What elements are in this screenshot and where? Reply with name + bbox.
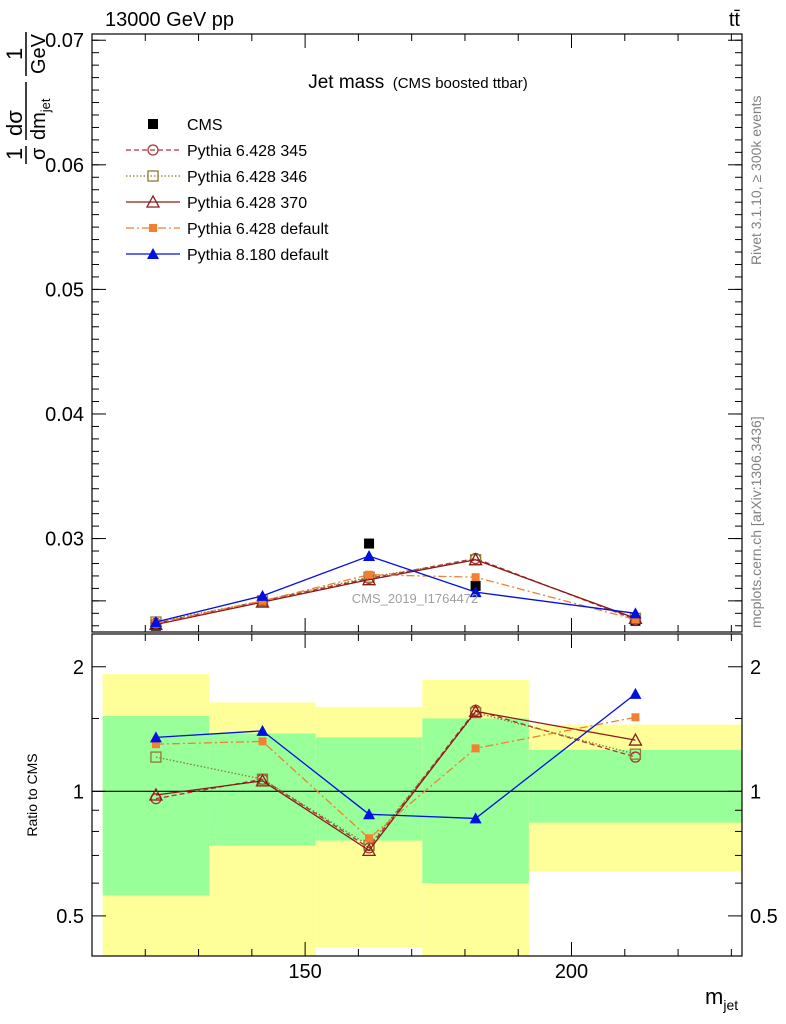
main-point-p8def-0 [149, 616, 162, 628]
ratio-ytick-label-right-0: 0.5 [750, 906, 778, 928]
ratio-point-p370-2 [361, 843, 377, 857]
ratio-ytick-label-left-2: 2 [73, 657, 84, 679]
main-point-p6def-4 [631, 615, 640, 624]
main-ytick-label-3: 0.06 [45, 155, 84, 177]
ratio-point-p8def-3 [469, 812, 482, 824]
ratio-point-p370-0 [148, 787, 164, 801]
main-point-p370-2 [361, 572, 377, 586]
main-ytick-label-0: 0.03 [45, 529, 84, 551]
ratio-ytick-label-right-2: 2 [750, 657, 761, 679]
legend-marker-cms [148, 119, 158, 129]
ratio-point-p6def-4 [631, 713, 640, 722]
svg-text:GeV: GeV [28, 33, 50, 74]
source-label: mcplots.cern.ch [arXiv:1306.3436] [748, 416, 764, 628]
ratio-point-p370-3 [468, 704, 483, 718]
ratio-point-p346-4 [629, 748, 642, 760]
ratio-xtick-label-0: 150 [288, 961, 321, 983]
ratio-point-p6def-3 [471, 744, 480, 753]
main-point-p6def-2 [365, 570, 374, 579]
main-point-p8def-4 [629, 607, 642, 619]
chart-subtitle: (CMS boosted ttbar) [393, 75, 528, 92]
ratio-point-p8def-4 [629, 687, 642, 699]
main-ytick-label-2: 0.05 [45, 279, 84, 301]
svg-text:σ: σ [28, 147, 50, 160]
legend-marker-p346 [147, 170, 159, 182]
ratio-frame [91, 633, 743, 957]
main-line-p8def [155, 555, 636, 623]
legend-label-p6def: Pythia 6.428 default [187, 221, 329, 238]
ratio-ylabel: Ratio to CMS [24, 753, 40, 836]
ratio-line-p6def [155, 716, 636, 840]
ratio-point-p370-1 [255, 773, 270, 787]
ratio-series-layer [148, 687, 643, 857]
legend-marker-p6def [149, 224, 157, 232]
main-ytick-label-1: 0.04 [45, 404, 84, 426]
svg-text:dσ: dσ [2, 110, 27, 136]
band-inner-4 [528, 749, 742, 823]
legend-label-p346: Pythia 6.428 346 [187, 169, 307, 186]
ratio-point-p6def-2 [365, 834, 374, 843]
band-inner-1 [209, 733, 316, 846]
ratio-uncertainty-bands [102, 674, 742, 956]
process-label: tt̄ [729, 9, 741, 31]
legend-marker-p370 [145, 194, 161, 208]
chart-title: Jet mass [308, 72, 384, 93]
x-axis-label: mjet [705, 984, 738, 1013]
svg-text:1: 1 [2, 148, 27, 160]
band-inner-2 [315, 737, 423, 841]
main-point-cms-3 [470, 580, 481, 591]
ratio-point-p8def-0 [149, 731, 162, 743]
chart-title-group: Jet mass (CMS boosted ttbar) [308, 72, 528, 93]
legend-label-cms: CMS [187, 117, 223, 134]
main-point-p8def-1 [256, 589, 269, 601]
legend-marker-p8def [147, 248, 159, 259]
svg-text:1: 1 [2, 48, 27, 60]
legend-label-p8def: Pythia 8.180 default [187, 247, 329, 264]
rivet-label: Rivet 3.1.10, ≥ 300k events [748, 95, 764, 265]
main-point-p370-3 [468, 552, 483, 566]
panel-frames [91, 33, 743, 957]
energy-label: 13000 GeV pp [105, 9, 234, 31]
ratio-line-p370 [155, 710, 636, 852]
ratio-ytick-label-right-1: 1 [750, 781, 761, 803]
main-ytick-label-4: 0.07 [45, 30, 84, 52]
ratio-point-p370-4 [628, 732, 643, 746]
legend-label-p370: Pythia 6.428 370 [187, 195, 307, 212]
ratio-point-p6def-0 [151, 740, 160, 749]
ratio-ytick-label-left-0: 0.5 [56, 906, 84, 928]
ratio-line-p346 [155, 711, 636, 847]
main-series-layer [148, 538, 643, 631]
ratio-xtick-label-1: 200 [555, 961, 588, 983]
ratio-point-p346-0 [150, 751, 162, 763]
main-frame [91, 33, 743, 633]
ratio-ytick-label-left-1: 1 [73, 781, 84, 803]
main-line-p6def [155, 574, 636, 624]
main-point-p8def-2 [363, 550, 376, 562]
ratio-point-p8def-1 [256, 724, 269, 736]
main-point-p8def-3 [469, 586, 482, 598]
axis-ticks: 0.03 0.04 0.05 0.06 0.07 150 200 0.5 0.5 1 1 2 2 [45, 30, 778, 983]
ratio-point-p8def-2 [363, 808, 376, 820]
analysis-watermark: CMS_2019_I1764472 [352, 591, 479, 606]
main-point-p6def-3 [471, 573, 480, 582]
svg-text:dmjet: dmjet [28, 98, 53, 140]
legend-label-p345: Pythia 6.428 345 [187, 143, 307, 160]
band-inner-3 [422, 718, 529, 884]
main-line-p370 [155, 559, 636, 626]
ratio-point-p6def-1 [258, 737, 267, 746]
main-ylabel: 1 σ dσ dmjet 1 GeV [2, 32, 53, 164]
main-point-cms-2 [364, 538, 375, 549]
legend-marker-p345 [147, 144, 159, 156]
legend: CMS Pythia 6.428 345 Pythia 6.428 346 Pythi… [126, 117, 329, 264]
